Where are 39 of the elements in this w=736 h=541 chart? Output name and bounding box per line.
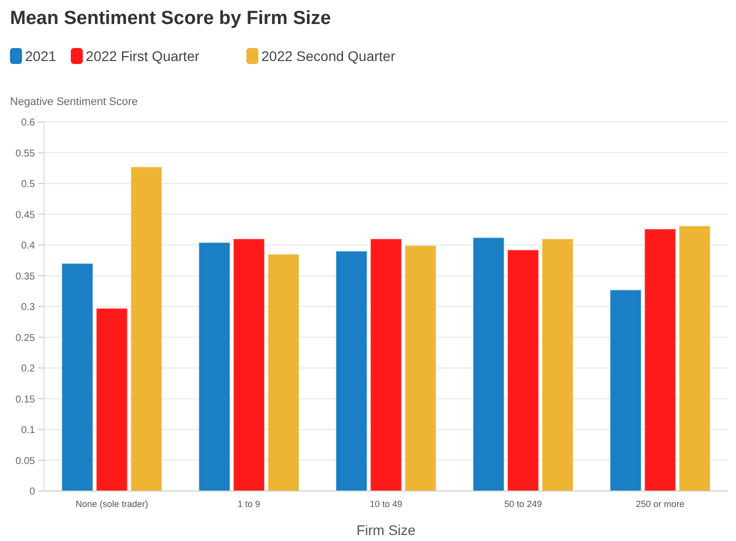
- x-tick-label: 50 to 249: [504, 499, 542, 509]
- y-tick-label: 0.6: [21, 118, 36, 128]
- y-tick-label: 0.1: [21, 425, 36, 436]
- x-tick-label: 1 to 9: [238, 499, 260, 509]
- y-tick-label: 0.55: [16, 148, 36, 160]
- bar: [472, 237, 505, 492]
- legend-label: 2021: [25, 48, 56, 64]
- bar: [610, 289, 642, 492]
- legend-label: 2022 First Quarter: [86, 48, 200, 64]
- y-tick-label: 0.3: [21, 302, 36, 313]
- bar: [678, 225, 711, 492]
- bar: [96, 308, 128, 492]
- bar: [198, 242, 230, 492]
- y-tick-label: 0: [29, 486, 36, 498]
- x-tick-label: 250 or more: [636, 499, 684, 509]
- bar: [644, 228, 676, 492]
- legend-label: 2022 Second Quarter: [261, 48, 396, 64]
- y-tick-label: 0.05: [16, 456, 36, 467]
- y-tick-label: 0.2: [21, 364, 36, 374]
- y-tick-label: 0.4: [21, 240, 36, 252]
- bar: [404, 245, 437, 492]
- chart-title: Mean Sentiment Score by Firm Size: [10, 8, 331, 29]
- y-tick-label: 0.45: [16, 210, 36, 221]
- x-axis-title: Firm Size: [356, 522, 416, 538]
- bar: [507, 249, 540, 492]
- y-tick-label: 0.5: [21, 179, 36, 190]
- y-axis-title: Negative Sentiment Score: [10, 96, 138, 108]
- y-tick-label: 0.15: [16, 394, 36, 406]
- x-tick-label: None (sole trader): [76, 499, 148, 509]
- y-tick-label: 0.25: [16, 332, 36, 344]
- bar: [335, 250, 368, 492]
- bar: [130, 166, 162, 492]
- bar: [267, 254, 300, 492]
- bar: [542, 238, 574, 492]
- bar: [61, 262, 94, 492]
- bar: [232, 238, 265, 492]
- x-tick-label: 10 to 49: [370, 499, 402, 509]
- y-tick-label: 0.35: [16, 271, 36, 282]
- bar: [370, 238, 402, 492]
